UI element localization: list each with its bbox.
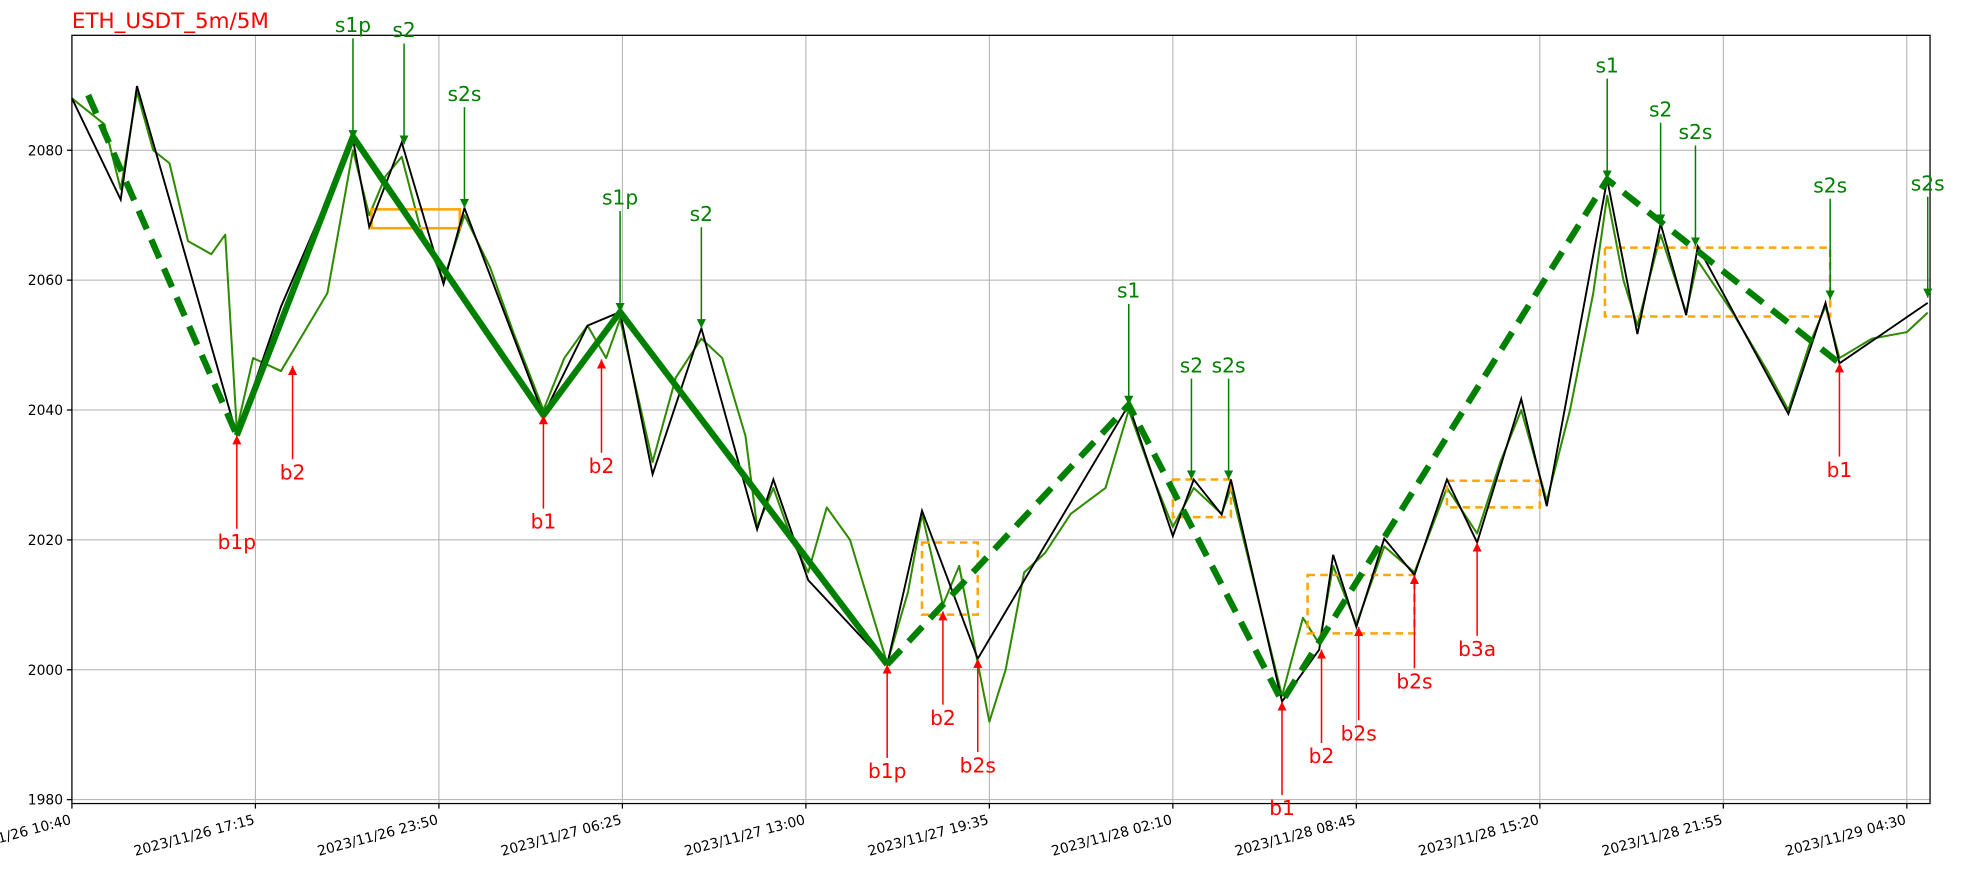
y-tick-label: 2080: [28, 143, 63, 159]
sell-label: s1p: [602, 186, 638, 210]
y-tick-label: 1980: [28, 793, 63, 809]
price-line: [71, 90, 1929, 723]
trend-line-dashed: [85, 93, 1842, 708]
x-tick-label: 2023/11/27 06:25: [499, 812, 623, 860]
buy-label: b1: [531, 510, 557, 534]
sell-label: s2: [1180, 353, 1203, 377]
buy-label: b1p: [218, 530, 256, 554]
grid: [71, 35, 1931, 804]
sell-label: s2: [1649, 97, 1672, 121]
chart-title: ETH_USDT_5m/5M: [72, 9, 269, 34]
x-tick-label: 2023/11/28 08:45: [1233, 812, 1357, 860]
buy-label: b2: [930, 706, 956, 730]
sell-label: s2s: [1679, 120, 1713, 144]
x-tick-label: 2023/11/28 15:20: [1417, 812, 1541, 860]
sell-label: s2: [392, 18, 415, 42]
buy-label: b2: [589, 454, 615, 478]
zigzag-line: [71, 85, 1929, 704]
x-tick-label: 2023/11/28 21:55: [1600, 812, 1724, 860]
sell-label: s1p: [335, 13, 371, 37]
y-tick-label: 2020: [28, 533, 63, 549]
x-tick-label: 2023/11/26 23:50: [316, 812, 440, 860]
buy-label: b1p: [868, 759, 906, 783]
buy-label: b2s: [960, 753, 996, 777]
buy-label: b1: [1827, 458, 1853, 482]
sell-label: s2: [690, 202, 713, 226]
buy-label: b1: [1269, 796, 1295, 820]
buy-label: b2: [280, 460, 306, 484]
buy-label: b2s: [1341, 721, 1377, 745]
sell-label: s2s: [448, 82, 482, 106]
zone-box: [1171, 478, 1233, 519]
y-tick-label: 2000: [28, 663, 63, 679]
x-tick-label: 2023/11/26 17:15: [132, 812, 256, 860]
sell-label: s2s: [1813, 173, 1847, 197]
zone-box: [1445, 479, 1542, 509]
x-tick-label: 2023/11/26 10:40: [0, 812, 73, 860]
buy-label: b2: [1309, 744, 1335, 768]
sell-label: s1: [1596, 53, 1619, 77]
sell-label: s1: [1117, 279, 1140, 303]
x-tick-label: 2023/11/29 04:30: [1784, 812, 1908, 860]
sell-label: s2s: [1212, 353, 1246, 377]
x-tick-label: 2023/11/27 19:35: [866, 812, 990, 860]
x-tick-label: 2023/11/27 13:00: [683, 812, 807, 860]
zone-box: [920, 541, 980, 616]
y-tick-label: 2060: [28, 273, 63, 289]
sell-label: s2s: [1911, 171, 1945, 195]
buy-label: b2s: [1396, 669, 1432, 693]
x-tick-label: 2023/11/28 02:10: [1050, 812, 1174, 860]
buy-label: b3a: [1458, 637, 1496, 661]
trend-line: [233, 133, 890, 667]
y-tick-label: 2040: [28, 403, 63, 419]
plot-frame: [71, 34, 1931, 805]
